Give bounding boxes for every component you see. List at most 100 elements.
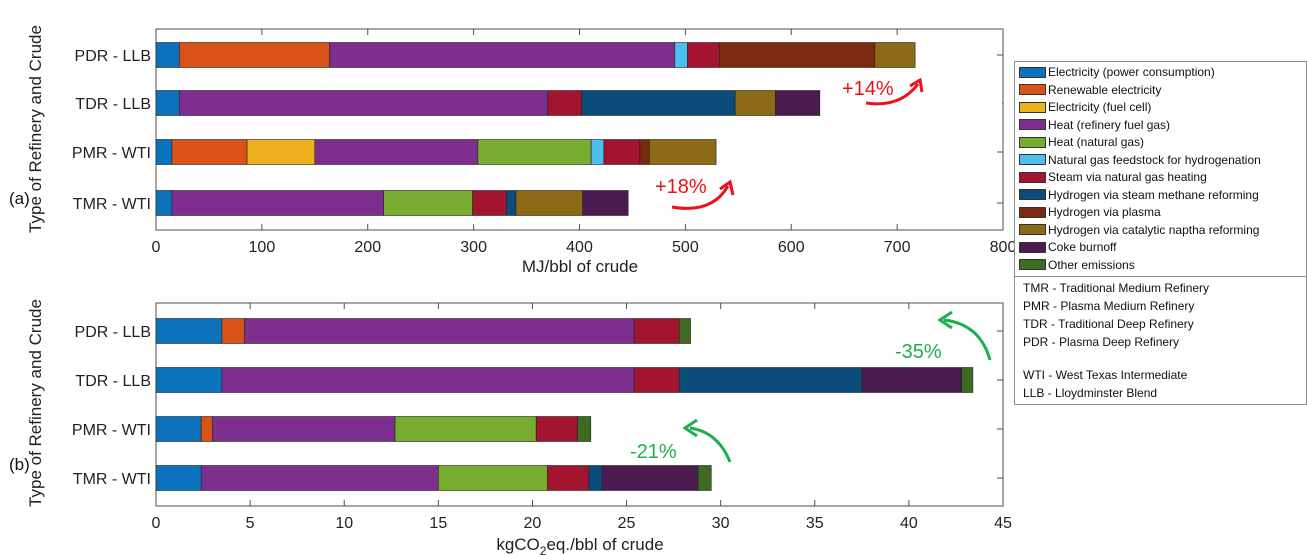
panel-b-bar-segment	[633, 367, 680, 393]
legend-item: Electricity (power consumption)	[1019, 64, 1215, 80]
panel-b-bar-segment	[155, 465, 202, 491]
legend-label: Natural gas feedstock for hydrogenation	[1048, 152, 1261, 167]
panel-b-xtick-label: 40	[900, 515, 918, 532]
legend-swatch	[1019, 224, 1046, 235]
legend-swatch	[1019, 66, 1046, 78]
legend-abbreviation: PDR - Plasma Deep Refinery	[1023, 335, 1180, 349]
legend-item: Coke burnoff	[1019, 239, 1117, 255]
panel-b-xtick-label: 35	[806, 515, 824, 532]
legend-item: Other emissions	[1019, 257, 1135, 273]
legend-abbreviation: TMR - Traditional Medium Refinery	[1023, 281, 1210, 295]
panel-a-bar-segment	[734, 90, 776, 116]
decrease-arrow-icon	[943, 318, 992, 361]
panel-a-category-label: PMR - WTI	[72, 145, 151, 162]
panel-a-bar-segment	[874, 42, 916, 68]
panel-a-bar-segment	[155, 139, 173, 165]
panel-a-bar-segment	[603, 139, 641, 165]
arrow-head-icon	[719, 179, 735, 196]
panel-a-xtick-label: 200	[354, 239, 381, 256]
legend-label: Hydrogen via steam methane reforming	[1048, 187, 1259, 202]
legend-swatch	[1019, 241, 1046, 253]
legend-abbreviation: TDR - Traditional Deep Refinery	[1023, 317, 1194, 331]
annotation-plus-14: +14%	[842, 78, 894, 100]
panel-a-bar-segment	[687, 42, 720, 68]
panel-a-tag: (a)	[9, 189, 30, 208]
legend-label: Electricity (fuel cell)	[1048, 100, 1152, 114]
panel-b-bar-segment	[244, 318, 635, 344]
legend-label: Heat (refinery fuel gas)	[1048, 117, 1171, 132]
legend-swatch	[1019, 136, 1046, 148]
annotation-minus-35: -35%	[895, 341, 942, 363]
panel-b-bar-segment	[535, 416, 578, 442]
panel-a-bar-segment	[171, 190, 384, 216]
arrow-head-icon	[937, 310, 953, 330]
legend-item: Electricity (fuel cell)	[1019, 99, 1151, 115]
panel-a-bar-segment	[590, 139, 605, 165]
panel-b-xtick-label: 10	[335, 515, 353, 532]
legend-abbreviation: PMR - Plasma Medium Refinery	[1023, 299, 1195, 313]
panel-b-bar-segment	[861, 367, 962, 393]
panel-b-bar-segment	[200, 465, 439, 491]
legend: Electricity (power consumption) Renewable…	[1014, 61, 1307, 405]
panel-b-xtick-label: 15	[429, 515, 447, 532]
arrow-head-icon	[682, 418, 698, 438]
panel-a-bar-segment	[547, 90, 582, 116]
panel-a-bar-segment	[383, 190, 473, 216]
panel-a-bar-segment	[515, 190, 583, 216]
legend-label: Coke burnoff	[1048, 240, 1117, 254]
panel-b-xtick-label: 45	[994, 515, 1012, 532]
legend-swatch	[1019, 119, 1046, 130]
panel-a-category-label: PDR - LLB	[75, 48, 151, 65]
panel-b-bar-segment	[577, 416, 592, 442]
panel-a-bar-segment	[639, 139, 650, 165]
panel-a-category-label: TDR - LLB	[75, 96, 151, 113]
panel-b-bar-segment	[200, 416, 213, 442]
panel-a-bar-segment	[477, 139, 592, 165]
panel-b-bar-segment	[678, 367, 863, 393]
legend-item: Hydrogen via catalytic naptha reforming	[1019, 222, 1259, 238]
annotation-minus-21: -21%	[630, 441, 677, 463]
panel-a-bar-segment	[314, 139, 479, 165]
panel-a-bar-segment	[329, 42, 676, 68]
legend-abbreviation: LLB - Lloydminster Blend	[1023, 386, 1158, 400]
panel-b-category-label: TMR - WTI	[73, 471, 151, 488]
panel-a-xlabel: MJ/bbl of crude	[522, 257, 638, 276]
legend-label: Renewable electricity	[1048, 82, 1162, 97]
panel-a-bar-segment	[775, 90, 821, 116]
legend-label: Heat (natural gas)	[1048, 135, 1145, 149]
legend-item: Steam via natural gas heating	[1019, 169, 1207, 185]
panel-a-xtick-label: 700	[884, 239, 911, 256]
panel-b-xlabel: kgCO2eq./bbl of crude	[496, 535, 663, 555]
panel-a-bar-segment	[155, 190, 173, 216]
legend-swatch	[1019, 189, 1046, 200]
panel-b-bar-segment	[438, 465, 548, 491]
panel-b-ylabel: Type of Refinery and Crude	[26, 299, 45, 507]
legend-swatch	[1019, 259, 1046, 270]
panel-a-xtick-label: 400	[566, 239, 593, 256]
panel-b-bar-segment	[155, 416, 202, 442]
panel-b-bar-segment	[697, 465, 712, 491]
legend-item: Heat (refinery fuel gas)	[1019, 117, 1170, 133]
panel-b-bar-segment	[633, 318, 680, 344]
panel-a-bar-segment	[155, 42, 180, 68]
panel-b-category-label: PMR - WTI	[72, 422, 151, 439]
panel-b-bar-segment	[221, 367, 635, 393]
panel-a-bar-segment	[246, 139, 316, 165]
legend-swatch	[1019, 84, 1046, 95]
panel-a-xtick-label: 0	[152, 239, 161, 256]
panel-a-bar-segment	[472, 190, 507, 216]
panel-a-bar-segment	[178, 90, 549, 116]
legend-item: Renewable electricity	[1019, 82, 1161, 98]
legend-item: Heat (natural gas)	[1019, 134, 1144, 150]
legend-swatch	[1019, 101, 1046, 113]
increase-arrow-icon	[865, 83, 920, 106]
panel-b-bar-segment	[588, 465, 603, 491]
legend-label: Electricity (power consumption)	[1048, 65, 1215, 79]
panel-a-bar-segment	[155, 90, 180, 116]
panel-b-category-label: TDR - LLB	[75, 373, 151, 390]
panel-a-bar-segment	[674, 42, 688, 68]
panel-b-bar-segment	[155, 318, 223, 344]
panel-a-bar-segment	[718, 42, 876, 68]
legend-label: Hydrogen via catalytic naptha reforming	[1048, 222, 1260, 237]
